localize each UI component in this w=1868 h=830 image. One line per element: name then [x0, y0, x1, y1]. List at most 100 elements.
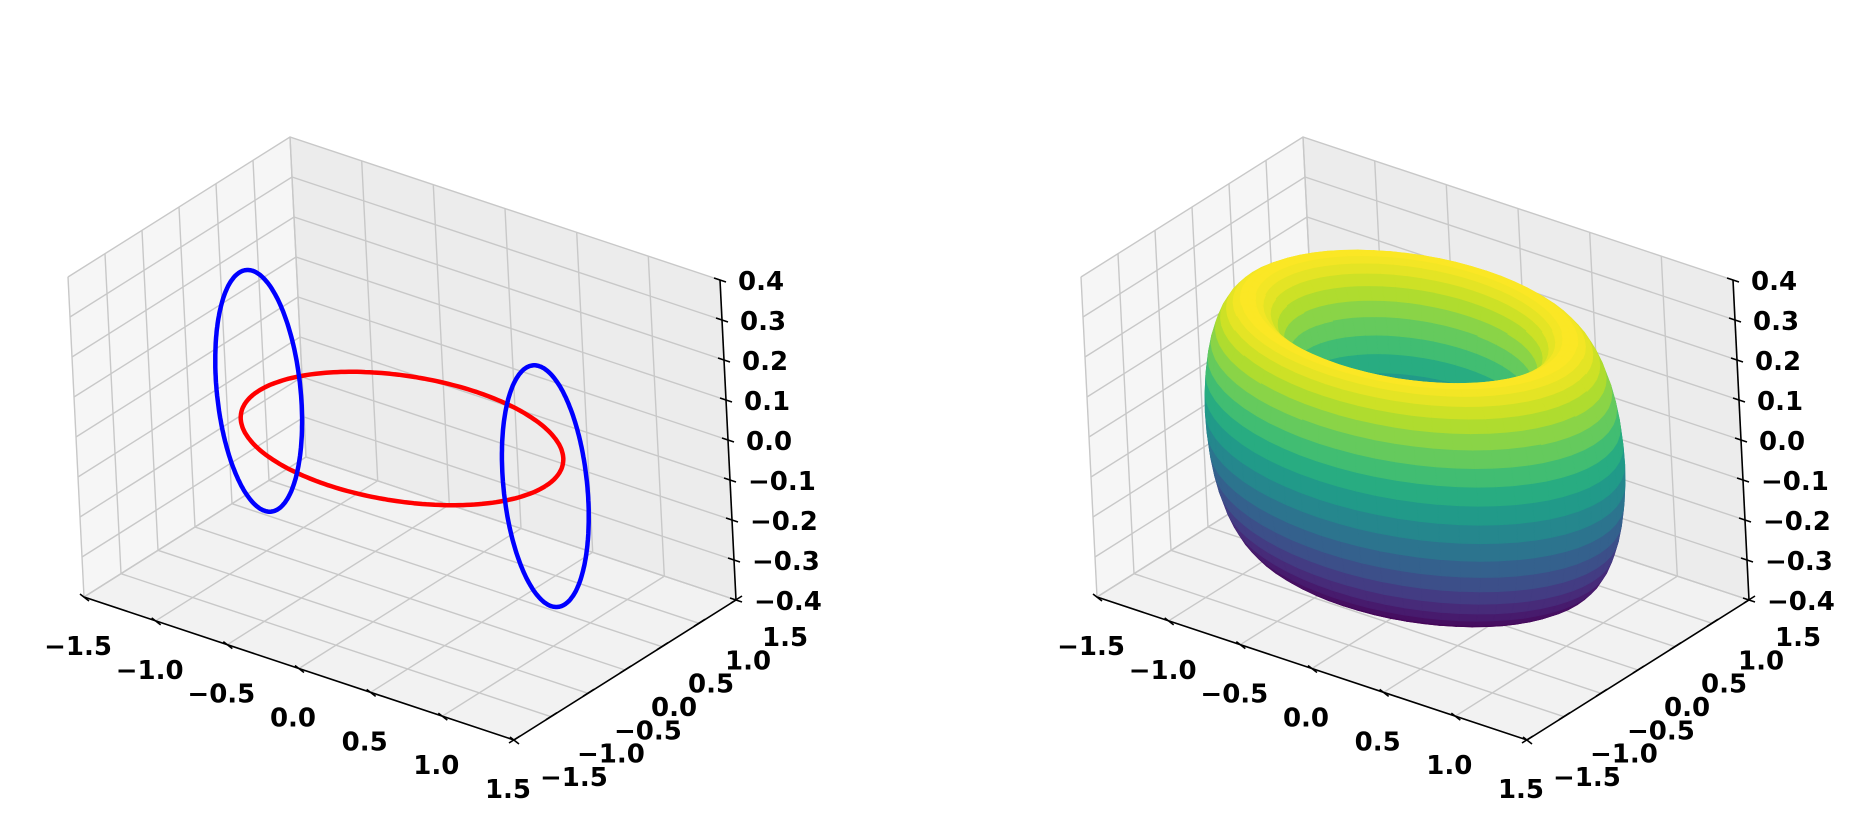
z-gridline — [77, 336, 731, 481]
z-tick-label: 0.2 — [1755, 347, 1801, 377]
y-tick-label: −0.5 — [1627, 716, 1695, 746]
z-tick — [729, 597, 743, 603]
surface-patch — [1385, 317, 1400, 337]
surface-patch — [1475, 486, 1498, 507]
surface-patch — [1421, 321, 1435, 342]
surface-patch — [1473, 467, 1496, 488]
surface-patch — [1561, 338, 1571, 346]
surface-patch — [1459, 542, 1481, 562]
surface-patch — [1479, 560, 1500, 578]
y-tick-label: 0.0 — [1664, 693, 1710, 723]
surface-patch — [1444, 343, 1457, 366]
surface-patch — [1394, 443, 1416, 466]
surface-patch — [1455, 346, 1467, 369]
surface-patch — [1497, 523, 1518, 544]
series-group-0 — [213, 267, 591, 610]
blue-circle-line-1 — [213, 267, 305, 514]
blue-circle-line-2 — [499, 363, 591, 610]
z-gridline — [1080, 136, 1734, 281]
y-tick-label: 1.5 — [1775, 623, 1821, 653]
surface-patch — [1419, 556, 1442, 577]
surface-patch — [1440, 575, 1461, 592]
surface-patch — [1414, 464, 1437, 486]
surface-patch — [1457, 384, 1477, 391]
z-gridline — [67, 136, 721, 281]
z-tick — [719, 397, 733, 403]
surface-patch — [1508, 447, 1529, 468]
surface-patch — [1377, 353, 1391, 374]
z-tick-label: 0.3 — [740, 307, 786, 337]
surface-patch — [1434, 466, 1457, 488]
surface-patch — [1462, 396, 1483, 408]
surface-patch — [1388, 353, 1402, 375]
y-tick-label: −1.0 — [577, 740, 645, 770]
y-tick — [1521, 735, 1534, 744]
surface-patch — [1459, 389, 1480, 398]
z-tick-label: −0.4 — [1767, 587, 1835, 617]
y-tick-label: 0.5 — [1701, 670, 1747, 700]
surface-patch — [1397, 536, 1421, 558]
surface-patch — [1459, 603, 1480, 615]
surface-patch — [1478, 591, 1499, 605]
surface-patch — [1429, 405, 1451, 420]
tick-group: −1.5−1.0−0.50.00.51.01.5 −1.5−1.0−0.50.00… — [44, 267, 822, 805]
surface-patch — [1533, 518, 1552, 541]
surface-patch — [1475, 613, 1496, 622]
surface-patch — [1430, 417, 1453, 435]
surface-patch — [1440, 602, 1461, 615]
z-gridline — [69, 176, 723, 321]
surface-patch — [1515, 573, 1535, 591]
y-tick — [1595, 688, 1608, 698]
x-tick — [366, 688, 377, 697]
surface-patch — [1473, 620, 1494, 626]
surface-patch — [1492, 466, 1514, 488]
z-tick — [1728, 317, 1742, 323]
surface-patch — [1449, 418, 1471, 435]
y-tick — [619, 665, 632, 674]
surface-patch — [1458, 524, 1480, 545]
surface-patch — [1433, 323, 1446, 345]
surface-patch — [1458, 613, 1478, 622]
surface-patch — [1421, 338, 1435, 361]
surface-patch — [1496, 590, 1516, 605]
surface-patch — [1415, 482, 1438, 505]
z-tick — [1734, 437, 1748, 443]
surface-patch — [1433, 307, 1447, 327]
surface-patch — [1380, 273, 1396, 289]
y-tick-label: −1.0 — [1590, 740, 1658, 770]
surface-patch — [1394, 461, 1417, 484]
surface-patch — [1447, 406, 1469, 421]
surface-patch — [1466, 332, 1479, 354]
z-gridline — [75, 296, 729, 441]
surface-patch — [1397, 318, 1412, 338]
surface-patch — [1490, 448, 1512, 469]
surface-patch — [1408, 303, 1423, 322]
z-tick-label: 0.0 — [746, 427, 792, 457]
surface-patch — [1534, 537, 1552, 559]
x-tick — [1307, 664, 1318, 674]
surface-patch — [1514, 502, 1535, 525]
surface-patch — [1479, 576, 1500, 593]
z-tick-label: −0.3 — [1765, 547, 1833, 577]
z-tick-label: −0.4 — [754, 587, 822, 617]
surface-patch — [1413, 430, 1435, 450]
z-tick — [717, 357, 731, 363]
surface-patch — [1477, 505, 1499, 526]
surface-patch — [1478, 524, 1500, 545]
x-tick — [294, 664, 305, 674]
y-tick-label: 0.0 — [651, 693, 697, 723]
surface-patch — [1459, 590, 1480, 605]
x-tick-label: 0.5 — [342, 727, 388, 757]
x-tick-label: 0.5 — [1355, 727, 1401, 757]
surface-patch — [1396, 301, 1411, 321]
surface-patch — [1438, 522, 1461, 544]
z-tick — [713, 277, 727, 283]
y-tick-label: −0.5 — [614, 716, 682, 746]
surface-patch — [1378, 263, 1395, 276]
surface-patch — [1439, 559, 1461, 578]
x-tick-label: 1.5 — [485, 775, 531, 805]
y-tick-label: 1.0 — [725, 646, 771, 676]
z-tick — [1732, 397, 1746, 403]
z-gridline — [71, 216, 725, 361]
